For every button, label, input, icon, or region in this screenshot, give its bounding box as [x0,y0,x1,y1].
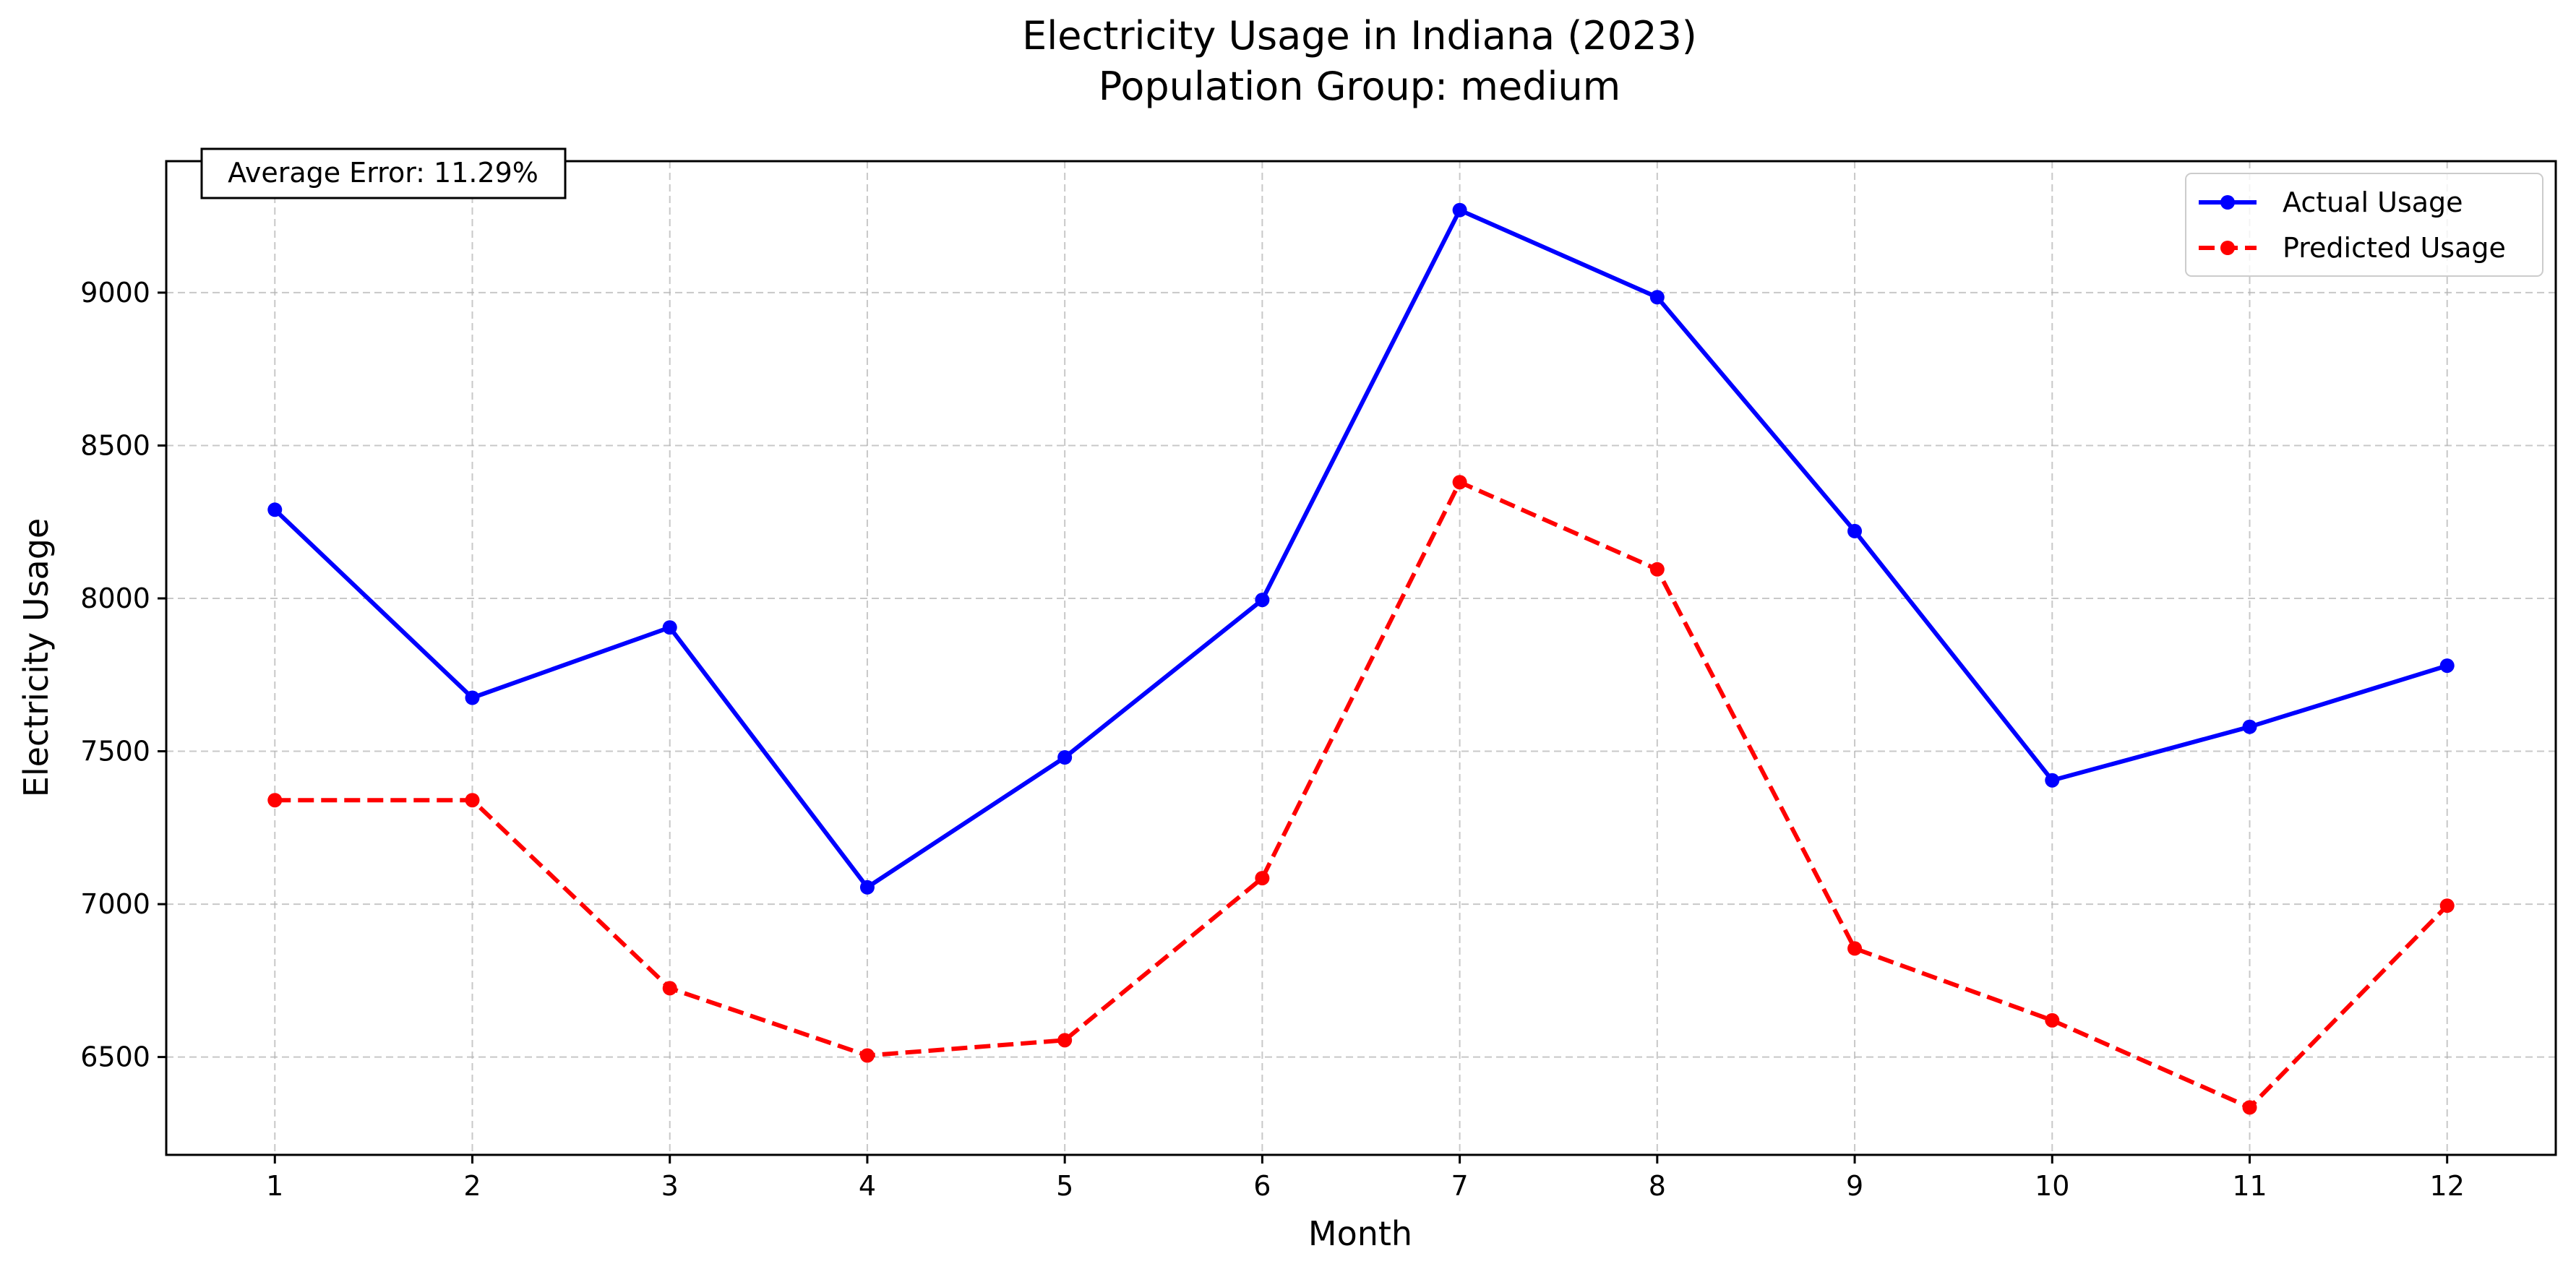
annotation-box [200,147,567,199]
x-tick-label: 6 [1253,1170,1271,1202]
predicted-usage-point [1847,941,1863,956]
predicted-usage-point [1452,475,1467,490]
x-tick-label: 11 [2232,1170,2267,1202]
y-tick-label: 7500 [80,736,150,768]
predicted-usage-point [859,1048,875,1063]
predicted-usage-point [465,793,480,808]
predicted-usage-point [662,981,677,996]
x-tick-label: 1 [266,1170,283,1202]
legend-marker-actual [2220,195,2235,210]
actual-usage-point [2045,773,2060,788]
y-tick-label: 9000 [80,277,150,309]
x-tick-label: 10 [2035,1170,2069,1202]
predicted-usage-point [1255,871,1270,886]
actual-usage-point [859,880,875,895]
predicted-usage-point [267,793,283,808]
legend-marker-predicted [2220,241,2235,255]
plot-frame [165,160,2557,1156]
x-tick-label: 12 [2430,1170,2465,1202]
y-tick-label: 7000 [80,888,150,920]
actual-usage-point [662,620,677,635]
actual-usage-line [273,207,2448,890]
legend-label-predicted: Predicted Usage [2283,232,2506,264]
x-tick-label: 7 [1451,1170,1469,1202]
predicted-usage-point [2242,1100,2257,1115]
predicted-usage-point [1649,562,1665,577]
legend-label-actual: Actual Usage [2283,186,2463,218]
predicted-usage-line [275,480,2449,1110]
series-layer [267,202,2455,1115]
actual-usage-point [1452,202,1467,218]
x-tick-label: 2 [463,1170,481,1202]
predicted-usage-point [1057,1033,1073,1048]
y-tick-label: 6500 [80,1041,150,1073]
predicted-usage-point [2045,1012,2060,1028]
x-tick-label: 4 [859,1170,876,1202]
x-axis-label: Month [1308,1214,1412,1253]
x-tick-label: 9 [1846,1170,1863,1202]
y-axis-ticks: 6500 7000 7500 8000 8500 9000 [80,277,166,1073]
actual-usage-point [1847,523,1863,538]
x-axis-ticks: 1 2 3 4 5 6 7 8 9 10 11 12 [266,1155,2465,1202]
annotation-text: Average Error: 11.29% [228,157,538,189]
x-tick-label: 5 [1056,1170,1073,1202]
average-error-annotation: Average Error: 11.29% [200,147,567,199]
legend-box [2185,173,2543,277]
actual-usage-point [2439,658,2455,674]
y-tick-label: 8500 [80,429,150,461]
y-tick-label: 8000 [80,582,150,614]
y-axis-label: Electricity Usage [17,518,56,797]
actual-usage-point [1057,750,1073,765]
x-tick-label: 3 [661,1170,679,1202]
chart-subtitle: Population Group: medium [1099,64,1621,109]
chart-title: Electricity Usage in Indiana (2023) [1022,13,1697,59]
grid [166,161,2556,1155]
predicted-usage-point [2439,898,2455,913]
actual-usage-point [465,690,480,705]
x-tick-label: 8 [1649,1170,1666,1202]
actual-usage-point [2242,719,2257,734]
actual-usage-point [267,502,283,517]
actual-usage-point [1649,290,1665,305]
actual-usage-point [1255,593,1270,608]
legend: Actual Usage Predicted Usage [2185,173,2543,277]
